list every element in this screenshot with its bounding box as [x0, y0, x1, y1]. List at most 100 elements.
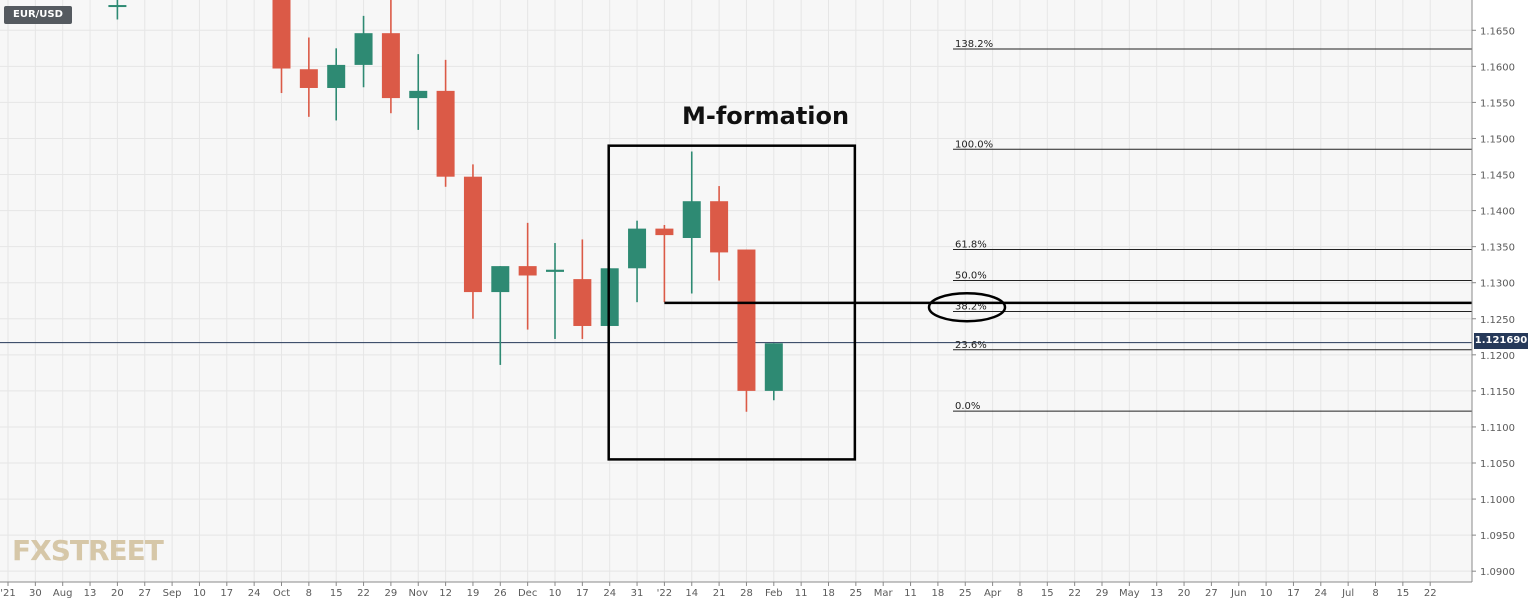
fib-level-label: 138.2%	[955, 39, 993, 50]
x-tick-label: 17	[220, 588, 233, 599]
candle-body	[354, 33, 373, 65]
x-tick-label: Jun	[1230, 588, 1247, 599]
highlight-ellipse	[927, 291, 1007, 323]
candle-body	[628, 228, 647, 269]
x-tick-label: 22	[1424, 588, 1437, 599]
candle-body	[436, 90, 455, 177]
x-tick-label: 20	[1178, 588, 1191, 599]
x-tick-label: 25	[959, 588, 972, 599]
x-tick-label: 15	[330, 588, 343, 599]
x-tick-label: Nov	[408, 588, 428, 599]
x-tick-label: 22	[1068, 588, 1081, 599]
candle-body	[299, 69, 318, 88]
candle-body	[710, 201, 729, 253]
x-tick-label: Feb	[765, 588, 783, 599]
annotation-title: M-formation	[682, 102, 850, 130]
x-tick-label: 30	[29, 588, 42, 599]
grid-lines	[0, 0, 1472, 582]
x-tick-label: 8	[1372, 588, 1378, 599]
annotations	[607, 144, 1472, 461]
x-tick-label: 26	[494, 588, 507, 599]
candle-body	[381, 33, 400, 99]
y-tick-label: 1.0950	[1480, 531, 1515, 542]
y-axis: 1.1650 1.1600 1.1550 1.1500 1.1450 1.1400 1.13…	[1471, 0, 1515, 582]
y-tick-label: 1.1150	[1480, 387, 1515, 398]
watermark-logo: FXSTREET	[12, 534, 164, 567]
x-tick-label: Mar	[874, 588, 894, 599]
y-tick-label: 1.1600	[1480, 62, 1515, 73]
x-tick-label: 15	[1396, 588, 1409, 599]
x-tick-label: 10	[1260, 588, 1273, 599]
x-tick-label: 12	[439, 588, 452, 599]
candlesticks	[108, 0, 783, 412]
y-tick-label: 1.1550	[1480, 98, 1515, 109]
candle-body	[737, 249, 756, 391]
y-tick-label: 1.1050	[1480, 459, 1515, 470]
plot-background	[0, 0, 1472, 582]
x-tick-label: 24	[1314, 588, 1327, 599]
x-tick-label: 13	[1150, 588, 1163, 599]
x-tick-label: May	[1119, 588, 1140, 599]
candle-body	[764, 343, 783, 391]
candle-body	[682, 201, 701, 238]
x-tick-label: 19	[467, 588, 480, 599]
x-tick-label: Aug	[53, 588, 73, 599]
x-tick-label: 27	[138, 588, 151, 599]
y-tick-label: 1.1100	[1480, 423, 1515, 434]
symbol-label: EUR/USD	[4, 6, 72, 24]
candle-body	[573, 279, 592, 326]
x-tick-label: 13	[84, 588, 97, 599]
x-tick-label: 11	[904, 588, 917, 599]
x-tick-label: Oct	[273, 588, 290, 599]
candle-body	[272, 0, 291, 69]
x-tick-label: '21	[0, 588, 15, 599]
x-tick-label: 18	[822, 588, 835, 599]
x-axis: '21 30 Aug 13 20 27 Sep 10 17 24 Oct 8 15 22 29 Nov 12 19…	[0, 581, 1472, 599]
x-tick-label: 18	[932, 588, 945, 599]
x-tick-label: 15	[1041, 588, 1054, 599]
x-tick-label: Dec	[518, 588, 537, 599]
x-tick-label: 17	[576, 588, 589, 599]
x-tick-label: 27	[1205, 588, 1218, 599]
x-tick-label: 10	[193, 588, 206, 599]
y-tick-label: 1.1350	[1480, 243, 1515, 254]
candle-body	[491, 266, 510, 293]
x-tick-label: 22	[357, 588, 370, 599]
candle-body	[409, 90, 428, 99]
fib-level-label: 23.6%	[955, 340, 987, 351]
x-tick-label: 8	[1017, 588, 1023, 599]
current-price-tag: 1.121690	[1474, 333, 1528, 349]
candle-body	[463, 176, 482, 293]
fib-level-label: 0.0%	[955, 401, 980, 412]
x-tick-label: 29	[385, 588, 398, 599]
y-tick-label: 1.1000	[1480, 495, 1515, 506]
x-tick-label: 10	[549, 588, 562, 599]
x-tick-label: '22	[657, 588, 672, 599]
x-tick-label: 20	[111, 588, 124, 599]
x-tick-label: 25	[849, 588, 862, 599]
y-tick-label: 1.1450	[1480, 171, 1515, 182]
x-tick-label: Apr	[984, 588, 1002, 599]
y-tick-label: 1.1200	[1480, 351, 1515, 362]
x-tick-label: 17	[1287, 588, 1300, 599]
fibonacci-levels: 138.2% 100.0% 61.8% 50.0% 38.2% 23.6% 0.0%	[953, 39, 1472, 412]
x-tick-label: Jul	[1341, 588, 1354, 599]
x-tick-label: 24	[248, 588, 261, 599]
fib-level-label: 50.0%	[955, 271, 987, 282]
candle-body	[655, 228, 674, 236]
x-tick-label: Sep	[163, 588, 182, 599]
y-tick-label: 1.1250	[1480, 315, 1515, 326]
candle-body	[546, 269, 564, 272]
candle-body	[518, 266, 537, 276]
y-tick-label: 1.1300	[1480, 279, 1515, 290]
fib-level-label: 61.8%	[955, 240, 987, 251]
x-tick-label: 29	[1096, 588, 1109, 599]
fib-level-label: 38.2%	[955, 302, 987, 313]
x-tick-label: 24	[603, 588, 616, 599]
x-tick-label: 28	[740, 588, 753, 599]
x-tick-label: 31	[631, 588, 644, 599]
x-tick-label: 21	[713, 588, 726, 599]
y-tick-label: 1.1400	[1480, 207, 1515, 218]
